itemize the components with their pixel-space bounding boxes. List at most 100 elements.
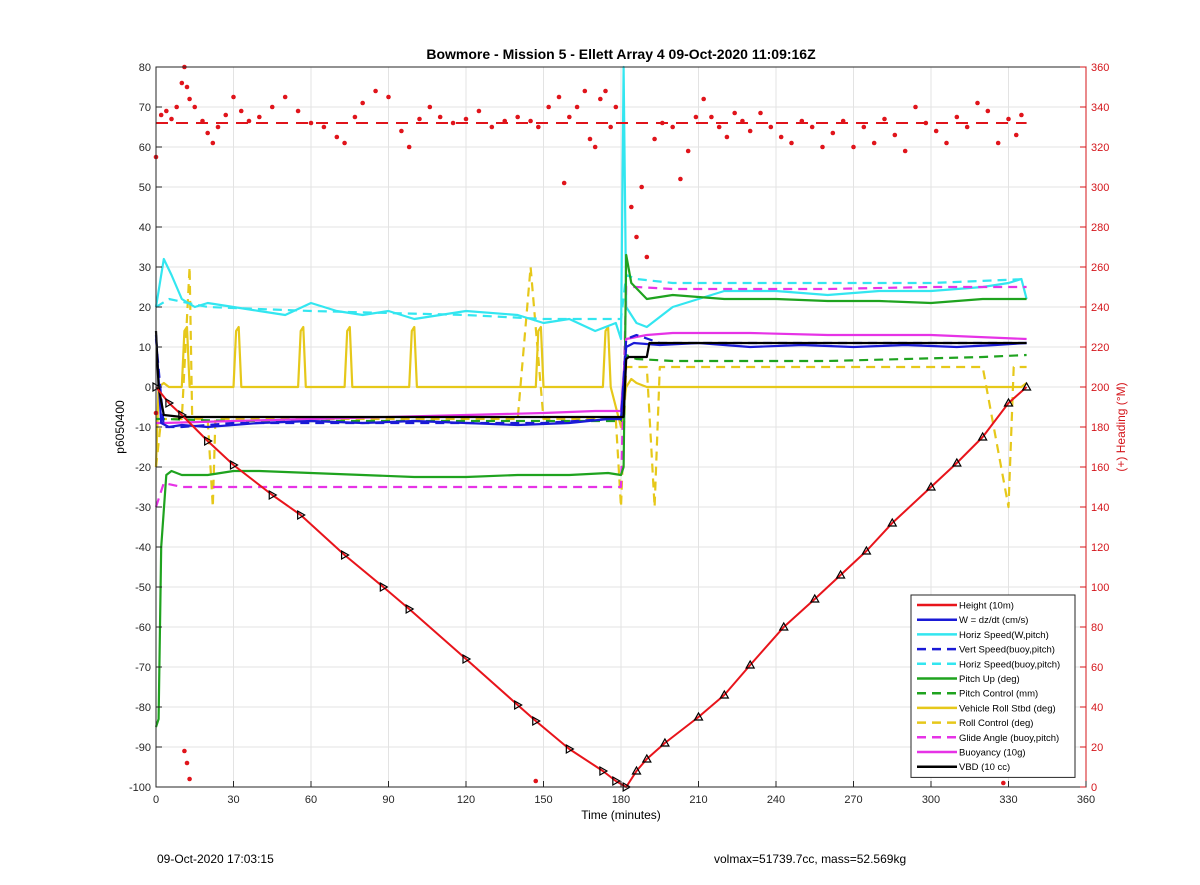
height-marker	[925, 481, 937, 491]
heading-point	[360, 100, 365, 106]
right-tick-label: 320	[1091, 142, 1109, 154]
y-tick-label: -30	[135, 502, 151, 514]
heading-point	[809, 124, 815, 130]
right-tick-label: 80	[1091, 622, 1103, 634]
height-marker	[977, 431, 988, 441]
legend-label-vbd: VBD (10 cc)	[959, 762, 1010, 773]
y-tick-label: 0	[145, 382, 151, 394]
heading-point	[546, 104, 551, 110]
height-marker	[778, 621, 789, 631]
heading-outlier	[1001, 780, 1006, 786]
heading-point	[1019, 112, 1024, 118]
height-marker	[379, 581, 389, 593]
heading-point	[463, 116, 469, 122]
heading-point	[321, 124, 327, 130]
heading-point	[598, 96, 603, 102]
height-marker	[204, 435, 213, 447]
heading-point	[840, 118, 846, 124]
heading-point	[515, 114, 520, 120]
heading-point	[556, 94, 562, 100]
right-tick-label: 300	[1091, 182, 1109, 194]
height-marker	[229, 459, 239, 471]
x-tick-label: 0	[153, 794, 159, 806]
x-tick-label: 300	[922, 794, 940, 806]
heading-point	[352, 114, 358, 120]
heading-point	[603, 88, 608, 94]
heading-point	[561, 180, 567, 186]
heading-outlier	[187, 776, 192, 782]
heading-point	[210, 140, 216, 146]
heading-point	[169, 116, 174, 122]
heading-point	[678, 176, 683, 182]
y-tick-label: 10	[139, 342, 151, 354]
heading-point	[246, 118, 252, 124]
y-tick-label: -40	[135, 542, 151, 554]
series-horiz_w	[154, 65, 1028, 341]
x-tick-label: 150	[534, 794, 552, 806]
heading-point	[732, 110, 737, 116]
heading-point	[830, 130, 836, 136]
heading-point	[489, 124, 495, 130]
heading-point	[205, 130, 210, 136]
series-glide	[154, 285, 1027, 508]
height-marker	[745, 659, 756, 669]
legend-label-roll: Vehicle Roll Stbd (deg)	[959, 703, 1056, 714]
right-tick-label: 120	[1091, 542, 1109, 554]
height-marker	[861, 545, 872, 555]
heading-outlier	[182, 748, 187, 754]
right-axis-label: (+) Heading (°M)	[1114, 382, 1128, 471]
heading-point	[200, 118, 205, 124]
right-tick-label: 100	[1091, 582, 1109, 594]
height-marker	[631, 765, 642, 775]
height-marker	[268, 489, 278, 501]
height-marker	[951, 457, 962, 467]
heading-point	[985, 108, 991, 114]
heading-point	[693, 114, 699, 120]
heading-point	[257, 114, 262, 120]
series-buoyancy	[156, 331, 1027, 425]
heading-point	[629, 204, 634, 210]
heading-point	[902, 148, 908, 154]
x-tick-label: 120	[457, 794, 475, 806]
chart-title: Bowmore - Mission 5 - Ellett Array 4 09-…	[426, 46, 816, 62]
heading-point	[574, 104, 580, 110]
heading-point	[476, 108, 482, 114]
heading-point	[923, 120, 929, 126]
series-roll_control	[154, 265, 1027, 509]
heading-point	[1006, 116, 1011, 122]
heading-point	[799, 118, 805, 124]
x-tick-label: 330	[999, 794, 1017, 806]
heading-point	[158, 112, 164, 118]
right-tick-label: 60	[1091, 662, 1103, 674]
heading-point	[778, 134, 784, 140]
heading-point	[608, 124, 613, 130]
y-tick-label: -90	[135, 742, 151, 754]
heading-point	[913, 104, 918, 110]
heading-point	[740, 118, 745, 124]
height-marker	[641, 753, 652, 763]
heading-point	[295, 108, 301, 114]
heading-point	[871, 140, 877, 146]
y-tick-label: -80	[135, 702, 151, 714]
heading-point	[789, 140, 794, 146]
heading-point	[399, 128, 404, 134]
heading-point	[639, 184, 644, 190]
height-marker	[178, 409, 188, 421]
heading-point	[716, 124, 722, 130]
heading-point	[231, 94, 236, 100]
heading-point	[427, 104, 433, 110]
heading-point	[670, 124, 675, 130]
height-marker	[340, 549, 350, 561]
legend-label-buoyancy: Buoyancy (10g)	[959, 748, 1026, 759]
footer-timestamp: 09-Oct-2020 17:03:15	[157, 852, 274, 866]
heading-point	[592, 144, 598, 150]
height-marker	[693, 711, 704, 721]
legend: Height (10m) W = dz/dt (cm/s) Horiz Speed(…	[910, 594, 1076, 778]
axes: 0 30 60 90 120 150 180 210 240 270 300 330 360-100-9…	[129, 62, 1109, 806]
heading-point	[342, 140, 347, 146]
heading-point	[269, 104, 275, 110]
right-tick-label: 220	[1091, 342, 1109, 354]
legend-label-height: Height (10m)	[959, 601, 1014, 612]
heading-point	[437, 114, 443, 120]
heading-point	[995, 140, 1001, 146]
